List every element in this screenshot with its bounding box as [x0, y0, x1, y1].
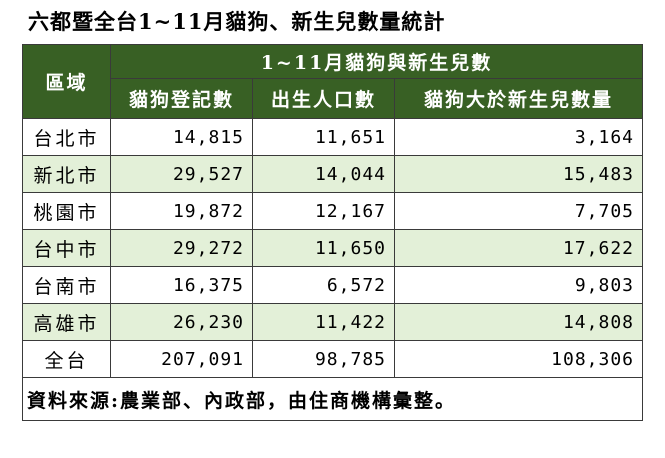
table-row: 台南市 16,375 6,572 9,803	[22, 266, 643, 304]
page-title: 六都暨全台1~11月貓狗、新生兒數量統計	[28, 9, 446, 34]
difference-cell: 108,306	[394, 340, 643, 378]
stats-table: 區域 1~11月貓狗與新生兒數 貓狗登記數 出生人口數 貓狗大於新生兒數量 台北…	[22, 44, 643, 421]
region-cell: 全台	[22, 340, 111, 378]
difference-cell: 3,164	[394, 118, 643, 156]
table-row: 新北市 29,527 14,044 15,483	[22, 155, 643, 193]
difference-cell: 7,705	[394, 192, 643, 230]
difference-cell: 9,803	[394, 266, 643, 304]
difference-cell: 17,622	[394, 229, 643, 267]
pet-count-cell: 29,527	[110, 155, 253, 193]
column-header-births: 出生人口數	[252, 78, 395, 119]
pet-count-cell: 29,272	[110, 229, 253, 267]
birth-count-cell: 11,651	[252, 118, 395, 156]
difference-cell: 15,483	[394, 155, 643, 193]
pet-count-cell: 14,815	[110, 118, 253, 156]
region-cell: 高雄市	[22, 303, 111, 341]
table-row-total: 全台 207,091 98,785 108,306	[22, 340, 643, 378]
birth-count-cell: 11,422	[252, 303, 395, 341]
region-header: 區域	[22, 44, 111, 119]
source-row: 資料來源:農業部、內政部，由住商機構彙整。	[22, 377, 643, 421]
table-row: 台中市 29,272 11,650 17,622	[22, 229, 643, 267]
pet-count-cell: 26,230	[110, 303, 253, 341]
table-row: 台北市 14,815 11,651 3,164	[22, 118, 643, 156]
region-cell: 新北市	[22, 155, 111, 193]
table-row: 高雄市 26,230 11,422 14,808	[22, 303, 643, 341]
column-header-pet-registrations: 貓狗登記數	[110, 78, 253, 119]
pet-count-cell: 16,375	[110, 266, 253, 304]
column-header-difference: 貓狗大於新生兒數量	[394, 78, 643, 119]
group-header: 1~11月貓狗與新生兒數	[110, 44, 643, 79]
birth-count-cell: 14,044	[252, 155, 395, 193]
region-cell: 台北市	[22, 118, 111, 156]
region-cell: 台中市	[22, 229, 111, 267]
region-cell: 桃園市	[22, 192, 111, 230]
source-note: 資料來源:農業部、內政部，由住商機構彙整。	[22, 377, 643, 421]
birth-count-cell: 12,167	[252, 192, 395, 230]
difference-cell: 14,808	[394, 303, 643, 341]
region-cell: 台南市	[22, 266, 111, 304]
table-row: 桃園市 19,872 12,167 7,705	[22, 192, 643, 230]
pet-count-cell: 19,872	[110, 192, 253, 230]
birth-count-cell: 6,572	[252, 266, 395, 304]
birth-count-cell: 98,785	[252, 340, 395, 378]
pet-count-cell: 207,091	[110, 340, 253, 378]
birth-count-cell: 11,650	[252, 229, 395, 267]
